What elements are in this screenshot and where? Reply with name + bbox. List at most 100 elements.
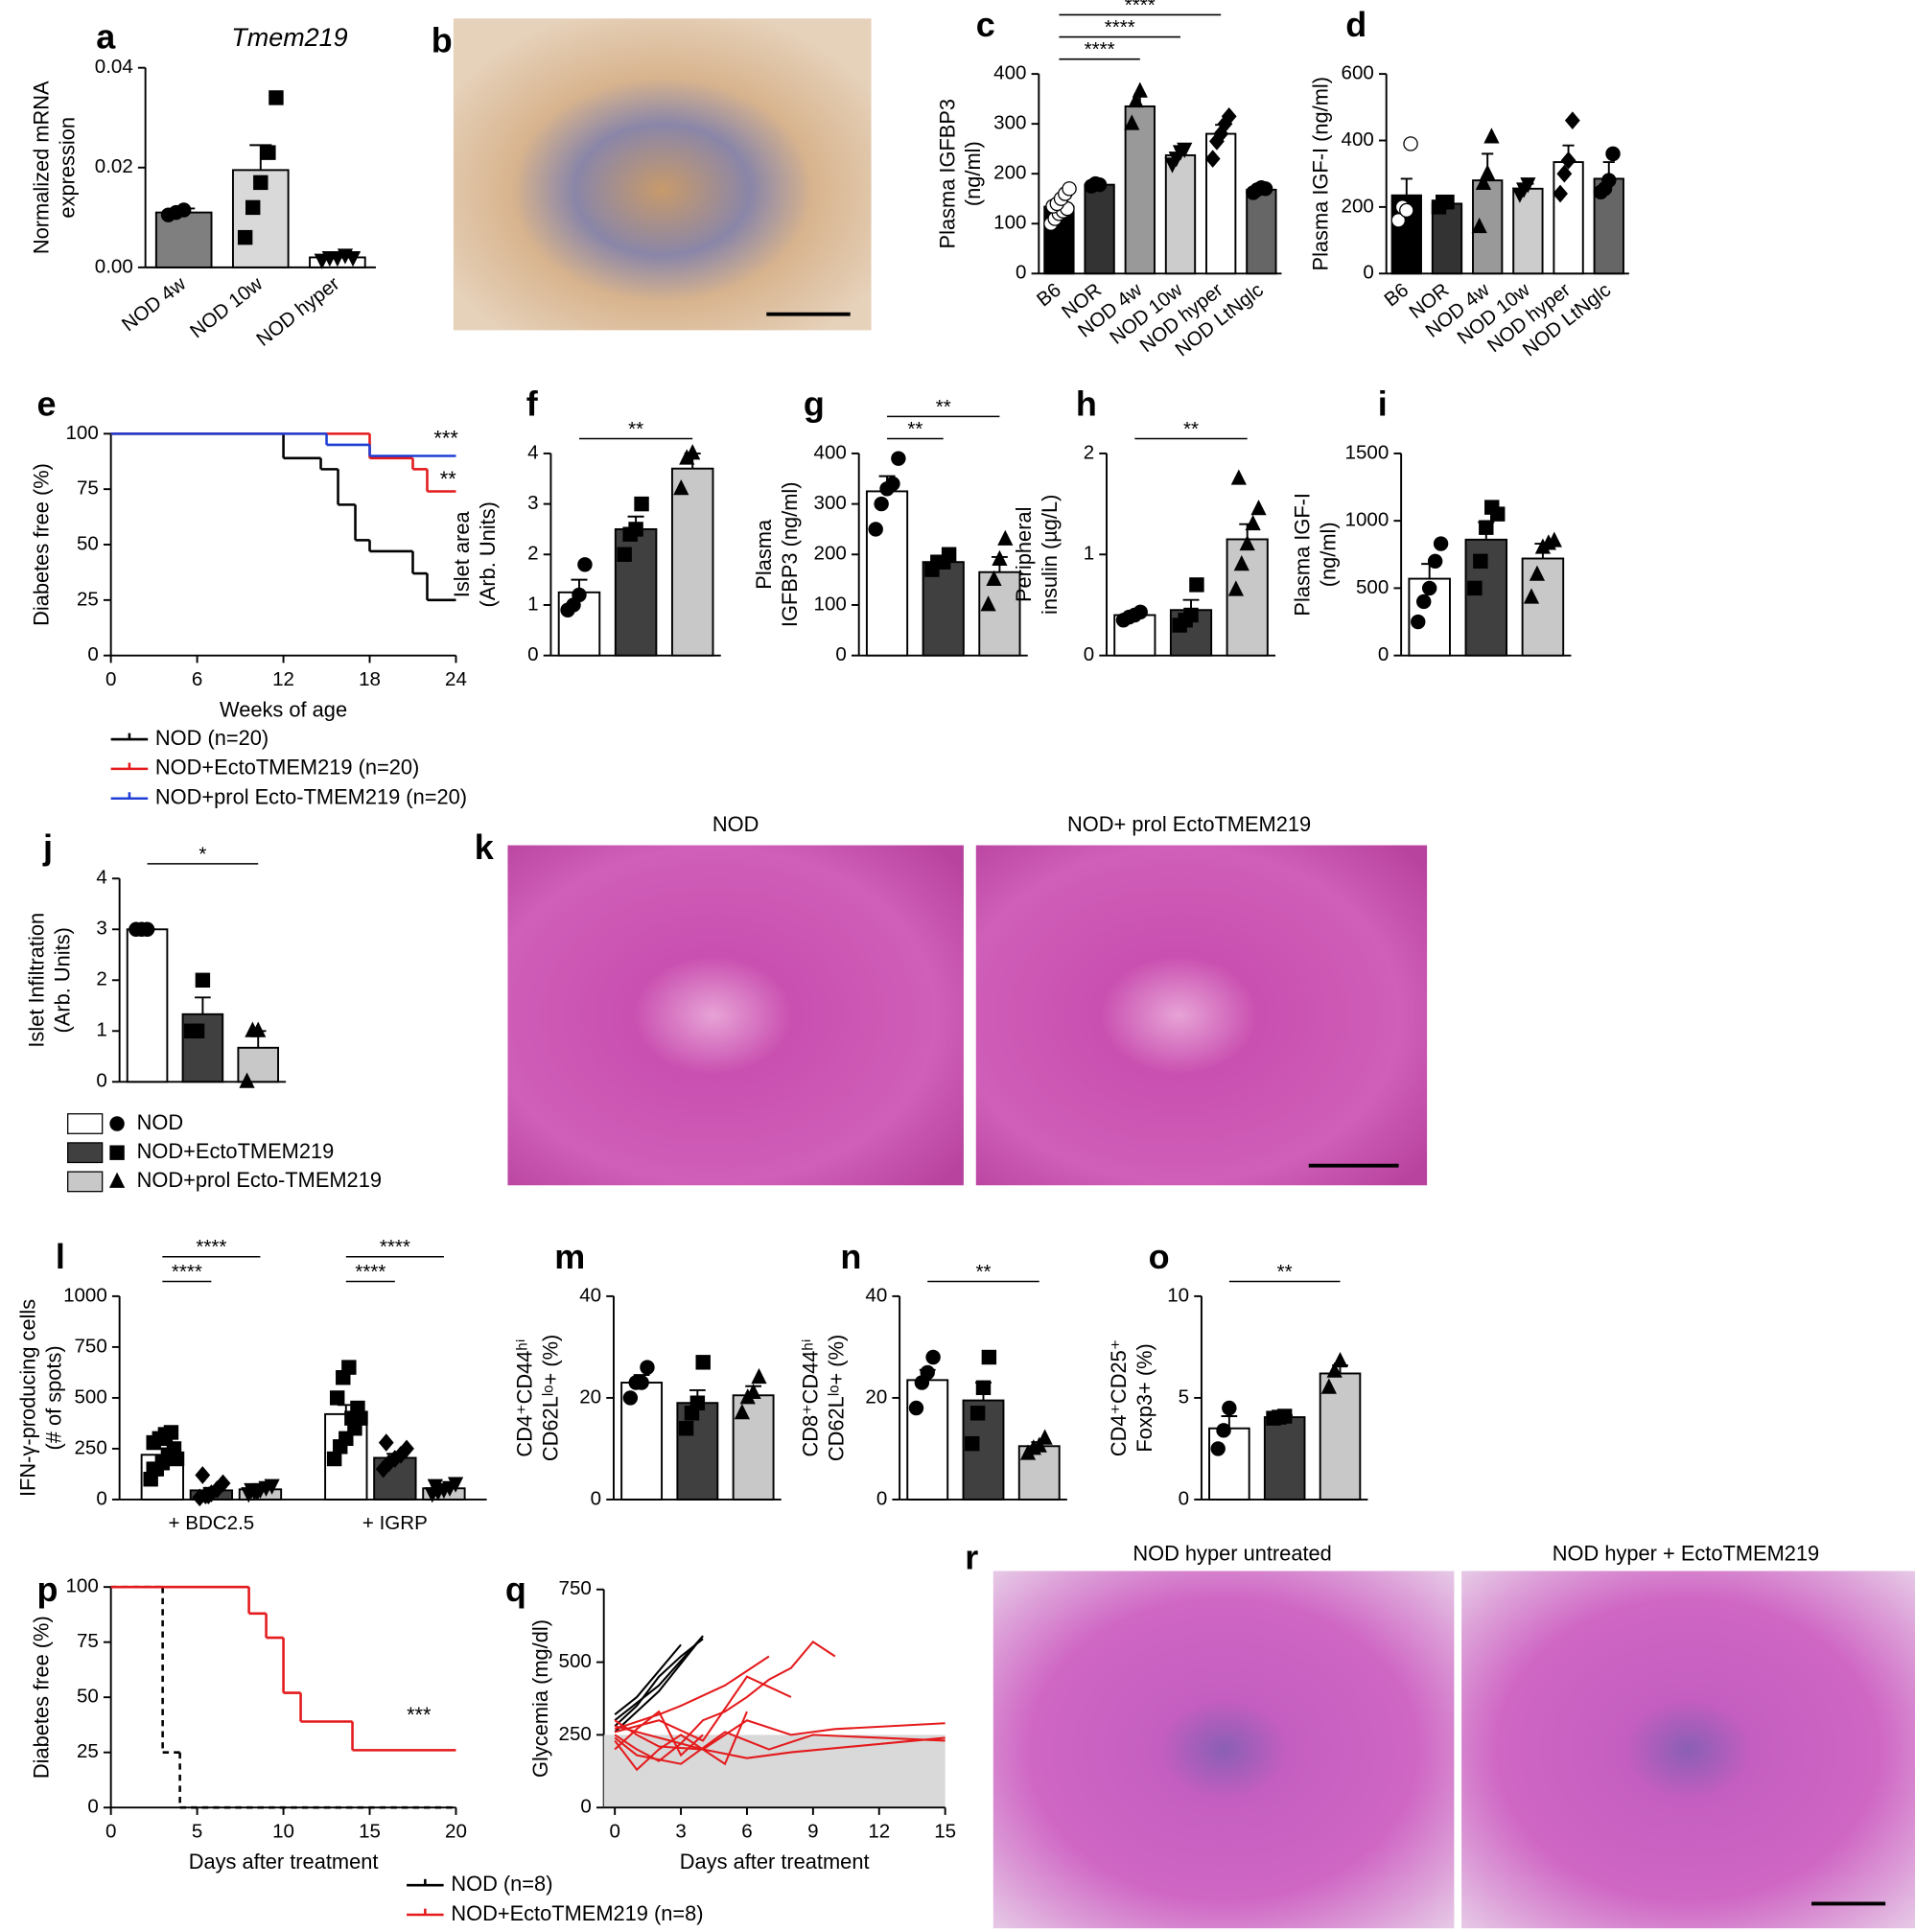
y-axis-label: CD8⁺CD44ʰⁱ: [799, 1338, 823, 1456]
data-point: [1479, 520, 1494, 535]
data-point: [1031, 1436, 1047, 1453]
y-tick-label: 50: [77, 1686, 99, 1708]
y-tick-label: 5: [1179, 1385, 1189, 1408]
bar: [1084, 183, 1115, 275]
y-tick-label: 4: [527, 441, 538, 463]
data-point: [1421, 580, 1437, 596]
y-tick-label: 200: [1342, 195, 1374, 217]
y-tick-label: 0: [87, 643, 98, 665]
legend-label: NOD+prol Ecto-TMEM219 (n=20): [155, 784, 467, 808]
y-axis-label: (# of spots): [42, 1345, 66, 1450]
legend-line: [407, 1908, 444, 1917]
data-point: [1210, 1441, 1226, 1456]
bar: [237, 1046, 280, 1083]
y-tick-label: 2: [1084, 441, 1094, 463]
data-point: [264, 1478, 280, 1495]
y-axis-label: IFN-γ-producing cells: [16, 1299, 40, 1497]
y-tick-label: 0: [580, 1796, 591, 1818]
legend-line: [407, 1878, 444, 1887]
panel-letter: f: [526, 384, 539, 424]
significance-label: **: [975, 1261, 991, 1283]
y-tick-label: 50: [77, 532, 99, 554]
data-point: [981, 1349, 997, 1365]
data-point: [329, 1390, 345, 1406]
data-point: [1560, 151, 1576, 170]
data-point: [965, 1435, 980, 1452]
data-point: [1529, 565, 1546, 581]
data-point: [326, 1451, 342, 1467]
y-tick-label: 20: [865, 1385, 887, 1408]
panel-letter: a: [96, 17, 116, 57]
panel-letter: i: [1378, 384, 1388, 424]
y-tick-label: 200: [814, 543, 847, 565]
legend-label: NOD+EctoTMEM219: [137, 1139, 335, 1163]
significance-label: **: [1277, 1261, 1293, 1283]
y-axis-label: Plasma IGF-I (ng/ml): [1309, 77, 1333, 271]
data-point: [341, 1360, 357, 1375]
bar: [865, 490, 909, 657]
y-tick-label: 1: [96, 1019, 106, 1041]
data-point: [195, 1466, 211, 1484]
bar: [1124, 105, 1156, 275]
bar: [670, 467, 714, 657]
data-point: [622, 1390, 639, 1406]
data-point: [678, 1421, 694, 1436]
y-axis-label: Glycemia (mg/dl): [528, 1619, 552, 1778]
data-point: [1411, 614, 1426, 630]
data-point: [572, 587, 587, 603]
data-point: [685, 444, 701, 460]
micrograph: [975, 845, 1428, 1186]
bar: [1431, 202, 1463, 275]
panel-letter: m: [554, 1237, 585, 1276]
data-line: [614, 1635, 704, 1722]
data-point: [640, 1360, 655, 1375]
y-tick-label: 500: [75, 1385, 107, 1408]
y-tick-label: 0: [96, 1487, 106, 1509]
legend-line: [110, 733, 149, 741]
x-tick-label: 3: [675, 1820, 686, 1842]
x-tick-label: 10: [272, 1820, 294, 1842]
data-point: [249, 1485, 266, 1501]
legend-label: NOD (n=20): [155, 726, 269, 750]
data-point: [634, 1375, 649, 1390]
data-point: [874, 496, 889, 512]
x-tick-label: 20: [445, 1820, 467, 1842]
data-point: [245, 199, 261, 216]
y-tick-label: 3: [527, 492, 538, 514]
data-point: [1128, 91, 1144, 108]
data-line: [614, 1638, 704, 1728]
data-point: [1091, 176, 1108, 193]
x-axis-label: Weeks of age: [220, 697, 347, 721]
x-tick-label: 0: [105, 668, 116, 690]
y-tick-label: 0: [1363, 262, 1373, 284]
data-point: [734, 1404, 750, 1420]
micrograph: [1461, 1571, 1915, 1929]
y-tick-label: 1: [1084, 543, 1094, 565]
bar: [1226, 538, 1269, 657]
y-tick-label: 3: [96, 918, 106, 940]
x-tick-label: 6: [192, 668, 202, 690]
y-axis-label: insulin (µg/L): [1038, 495, 1062, 615]
legend-swatch: [67, 1142, 104, 1164]
data-point: [169, 1451, 185, 1467]
micrograph: [993, 1571, 1455, 1929]
panel-letter: e: [37, 384, 57, 424]
x-tick-label: NOD hyper: [252, 272, 343, 350]
data-point: [992, 549, 1008, 566]
data-point: [1564, 111, 1580, 130]
y-tick-label: 1: [527, 593, 538, 615]
y-tick-label: 0: [1016, 262, 1026, 284]
data-point: [997, 529, 1014, 546]
data-point: [146, 1461, 161, 1477]
bar: [906, 1379, 949, 1501]
legend-label: NOD+prol Ecto-TMEM219: [137, 1168, 382, 1192]
y-axis-label: Plasma IGF-I: [1290, 493, 1314, 617]
y-axis-label: Plasma IGFBP3: [935, 99, 959, 249]
significance-label: ****: [196, 1236, 226, 1258]
data-point: [195, 972, 211, 988]
x-tick-label: + IGRP: [362, 1512, 428, 1534]
significance-label: ****: [1125, 0, 1156, 16]
data-point: [1204, 150, 1221, 168]
data-point: [1230, 469, 1247, 485]
data-point: [163, 1425, 179, 1440]
